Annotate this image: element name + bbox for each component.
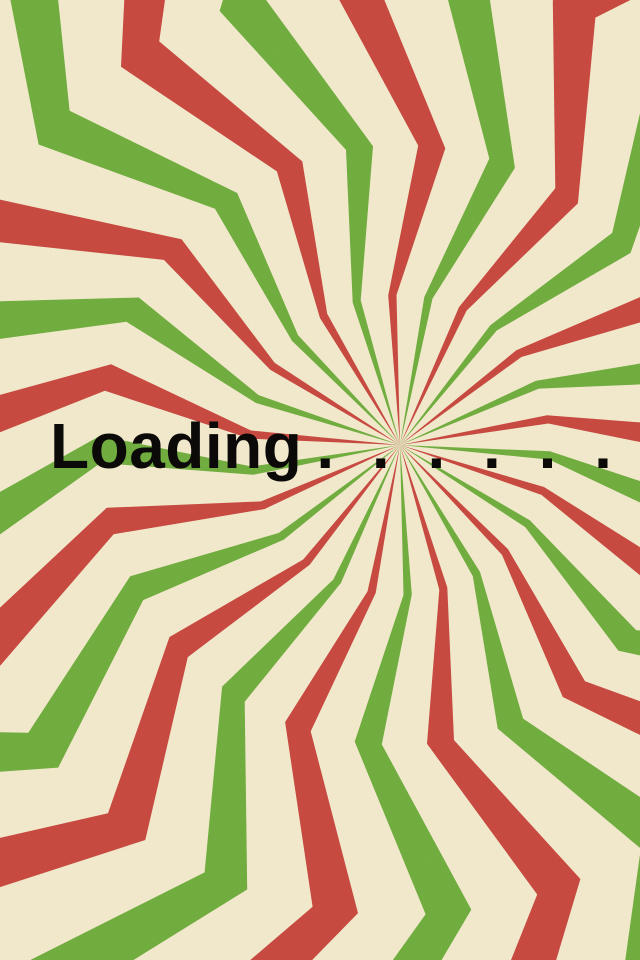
loading-dots: . . . . . . [316,410,622,482]
loading-word: Loading [50,410,303,482]
loading-text: Loading. . . . . . [50,414,622,478]
